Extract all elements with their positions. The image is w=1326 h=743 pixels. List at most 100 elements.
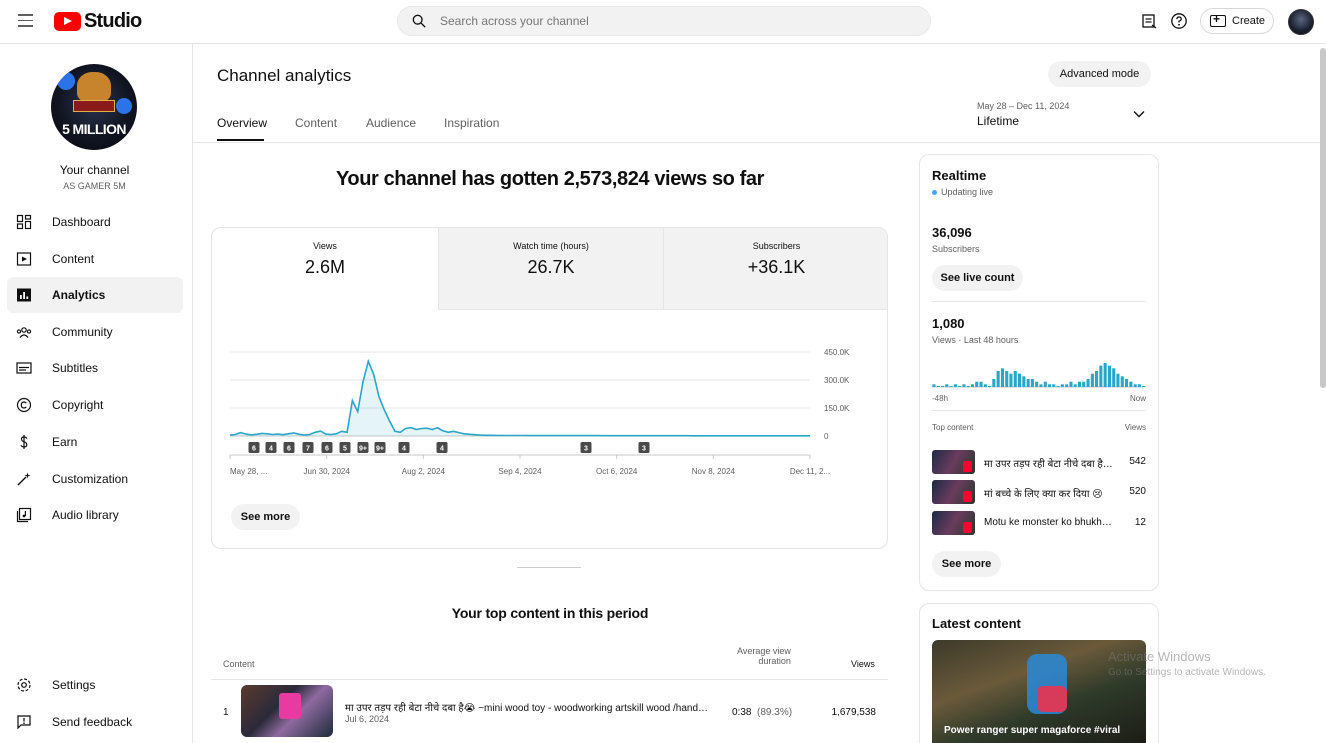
svg-text:6: 6 <box>287 446 291 453</box>
realtime-views: 1,080 <box>932 316 965 331</box>
sidebar-item-subtitles[interactable]: Subtitles <box>7 350 183 386</box>
create-button[interactable]: Create <box>1200 8 1274 34</box>
video-views: 12 <box>1134 517 1146 528</box>
spark-bar <box>1090 373 1094 387</box>
metric-label: Watch time (hours) <box>513 241 589 251</box>
latest-video-thumbnail[interactable]: Power ranger super magaforce #viral <box>932 640 1146 743</box>
upload-marker[interactable]: 4 <box>398 442 410 453</box>
col-header-views[interactable]: Views <box>851 659 875 669</box>
metric-views[interactable]: Views 2.6M <box>212 228 438 310</box>
video-thumbnail[interactable] <box>241 685 333 737</box>
tab-audience[interactable]: Audience <box>366 116 417 130</box>
earn-icon <box>20 435 28 449</box>
upload-marker[interactable]: 4 <box>265 442 277 453</box>
tab-inspiration[interactable]: Inspiration <box>444 116 500 130</box>
video-views: 520 <box>1129 486 1146 497</box>
sidebar-item-copyright[interactable]: Copyright <box>7 387 183 423</box>
spark-bar <box>1120 376 1124 387</box>
sidebar-item-send-feedback[interactable]: Send feedback <box>7 704 183 740</box>
metric-watch-time[interactable]: Watch time (hours) 26.7K <box>438 228 663 310</box>
metric-subscribers[interactable]: Subscribers +36.1K <box>663 228 887 310</box>
spark-bar <box>975 381 979 387</box>
sidebar-item-content[interactable]: Content <box>7 241 183 277</box>
upload-marker[interactable]: 5 <box>339 442 351 453</box>
metric-value: 2.6M <box>304 257 346 277</box>
spark-bar <box>1077 381 1081 387</box>
realtime-views-chart[interactable] <box>932 355 1146 389</box>
upload-marker[interactable]: 6 <box>248 442 260 453</box>
upload-marker[interactable]: 6 <box>321 442 333 453</box>
sidebar-item-label: Copyright <box>52 398 104 412</box>
thumbnail-figure <box>1037 686 1067 712</box>
logo-text: Studio <box>84 10 142 32</box>
sidebar-item-audio-library[interactable]: Audio library <box>7 497 183 533</box>
tab-content[interactable]: Content <box>295 116 338 130</box>
list-item[interactable]: Motu ke monster ko bhukh lagi 12 <box>932 511 1146 535</box>
overview-chart-card: Views 2.6M Watch time (hours) 26.7K Subs… <box>211 227 888 549</box>
sidebar-item-label: Settings <box>52 678 96 692</box>
upload-marker[interactable]: 3 <box>638 442 650 453</box>
sidebar-item-community[interactable]: Community <box>7 314 183 350</box>
tab-overview[interactable]: Overview <box>217 116 268 130</box>
x-tick-label: May 28, ... <box>230 467 267 476</box>
search-icon[interactable] <box>412 14 426 28</box>
video-title[interactable]: मा उपर तड़प रही बेटा नीचे दबा है😭 ~mini … <box>345 703 710 714</box>
spark-bar <box>1009 373 1013 387</box>
upload-marker[interactable]: 9+ <box>374 442 386 453</box>
studio-logo[interactable]: Studio <box>54 10 142 33</box>
search-bar[interactable] <box>397 6 931 36</box>
metric-label: Views <box>313 241 337 251</box>
list-item[interactable]: मा उपर तड़प रही बेटा नीचे दबा है😭 542 <box>932 450 1146 474</box>
video-views: 1,679,538 <box>831 707 877 718</box>
x-tick-label: Sep 4, 2024 <box>498 467 542 476</box>
spark-bar <box>1000 368 1004 387</box>
sidebar-item-dashboard[interactable]: Dashboard <box>7 204 183 240</box>
help-icon[interactable] <box>1170 12 1188 30</box>
list-item[interactable]: मां बच्चे के लिए क्या कर दिया 😢 520 <box>932 480 1146 504</box>
spark-bar <box>966 386 970 387</box>
col-header-content: Content <box>223 659 255 669</box>
realtime-views-label: Views · Last 48 hours <box>932 335 1019 345</box>
advanced-mode-button[interactable]: Advanced mode <box>1048 61 1151 87</box>
upload-marker[interactable]: 9+ <box>357 442 369 453</box>
views-chart[interactable]: 450.0K 300.0K 150.0K 0 May 28, ... Jun 30, 20… <box>212 323 887 483</box>
sidebar-item-analytics[interactable]: Analytics <box>7 277 183 313</box>
metric-value: +36.1K <box>747 257 806 277</box>
realtime-status: Updating live <box>932 187 993 197</box>
logo-banner <box>73 100 115 112</box>
col-header-avg-duration[interactable]: Average view duration <box>737 646 791 666</box>
date-range-text[interactable]: May 28 – Dec 11, 2024 <box>977 101 1070 111</box>
upload-marker[interactable]: 7 <box>302 442 314 453</box>
avg-view-duration: 0:38 (89.3%) <box>732 707 792 718</box>
menu-icon[interactable] <box>18 14 33 27</box>
upload-marker[interactable]: 6 <box>283 442 295 453</box>
channel-avatar[interactable]: 5 MILLION <box>51 64 137 150</box>
spark-bar <box>1116 373 1120 387</box>
account-avatar[interactable] <box>1288 9 1314 35</box>
realtime-see-more-button[interactable]: See more <box>932 551 1001 577</box>
page-scrollbar[interactable] <box>1320 48 1326 388</box>
upload-marker[interactable]: 3 <box>580 442 592 453</box>
see-more-button[interactable]: See more <box>231 504 300 530</box>
analytics-icon <box>17 288 31 302</box>
chevron-down-icon[interactable] <box>1133 110 1145 118</box>
shorts-icon <box>963 461 972 472</box>
col-header-avg-2: duration <box>758 656 791 666</box>
video-thumbnail <box>932 450 975 474</box>
tabs-divider <box>193 142 1326 143</box>
sidebar-item-earn[interactable]: Earn <box>7 424 183 460</box>
search-input[interactable] <box>440 12 910 30</box>
realtime-card: Realtime Updating live 36,096 Subscriber… <box>919 154 1159 591</box>
video-title: मा उपर तड़प रही बेटा नीचे दबा है😭 <box>984 459 1114 470</box>
date-range-label[interactable]: Lifetime <box>977 114 1020 128</box>
x-tick-label: Nov 8, 2024 <box>692 467 736 476</box>
sidebar-item-customization[interactable]: Customization <box>7 461 183 497</box>
svg-text:4: 4 <box>269 446 273 453</box>
spark-bar <box>1082 381 1086 387</box>
see-live-count-button[interactable]: See live count <box>932 265 1023 291</box>
sidebar-item-settings[interactable]: Settings <box>7 667 183 703</box>
spark-axis-end: Now <box>1129 394 1146 403</box>
upload-marker[interactable]: 4 <box>436 442 448 453</box>
sidebar-item-label: Community <box>52 325 113 339</box>
caption-icon[interactable] <box>1140 12 1158 30</box>
